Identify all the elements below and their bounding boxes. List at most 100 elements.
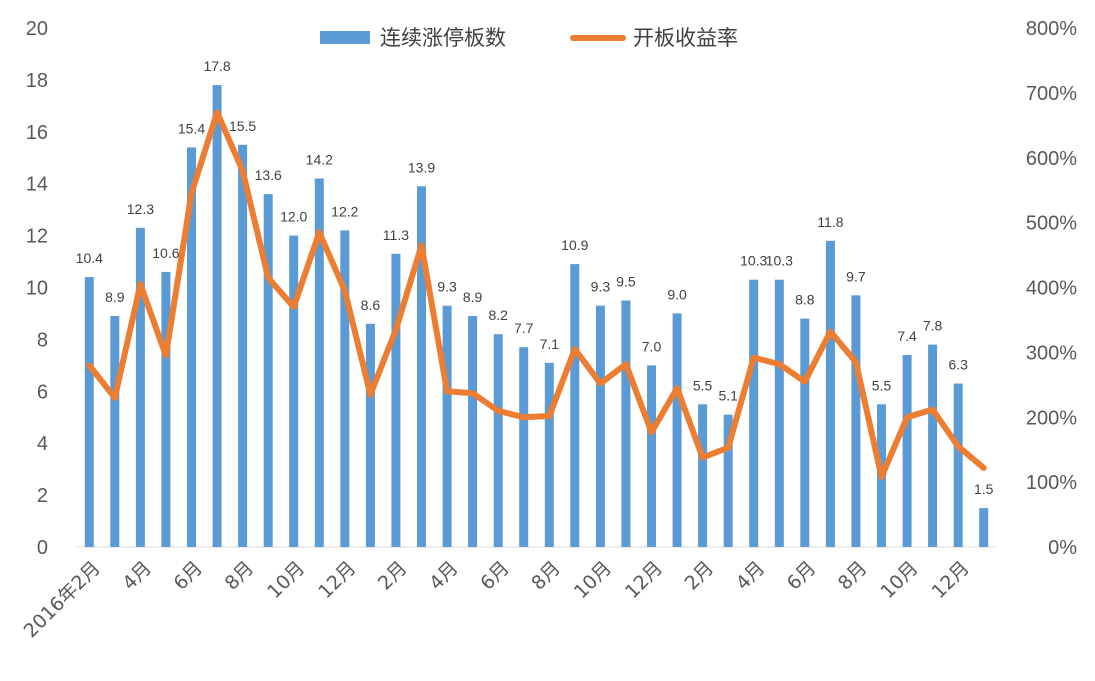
x-tick-label: 8月 <box>527 557 565 595</box>
bar-data-label: 10.4 <box>76 250 103 266</box>
bar <box>595 305 605 547</box>
bar-data-label: 10.3 <box>740 253 767 269</box>
bar <box>289 235 299 547</box>
bar-data-label: 8.9 <box>105 289 125 305</box>
y2-tick-label: 100% <box>1026 472 1077 494</box>
y-tick-label: 0 <box>37 537 48 559</box>
bar-data-label: 9.0 <box>667 286 687 302</box>
bar <box>544 362 554 547</box>
bar <box>519 347 529 547</box>
x-tick-label: 4月 <box>118 557 156 595</box>
bar-data-label: 12.2 <box>331 203 358 219</box>
bar <box>851 295 861 547</box>
y2-tick-label: 600% <box>1026 148 1077 170</box>
bar <box>468 316 478 547</box>
y2-tick-label: 300% <box>1026 342 1077 364</box>
bar-data-label: 8.8 <box>795 292 815 308</box>
x-tick-label: 8月 <box>834 557 872 595</box>
y-tick-label: 16 <box>26 122 48 144</box>
bar-data-label: 10.9 <box>561 237 588 253</box>
bar-data-label: 9.5 <box>616 274 636 290</box>
y-tick-label: 20 <box>26 18 48 40</box>
y-tick-label: 18 <box>26 70 48 92</box>
x-tick-label: 10月 <box>877 557 923 603</box>
bar <box>825 240 835 548</box>
bar-data-label: 11.8 <box>817 214 843 230</box>
bar-data-label: 7.8 <box>923 318 943 334</box>
bar <box>570 264 580 547</box>
bar-data-label: 7.4 <box>897 328 917 344</box>
bar <box>698 404 708 547</box>
y-tick-label: 4 <box>37 433 48 455</box>
x-tick-label: 12月 <box>314 557 360 603</box>
y2-tick-label: 500% <box>1026 213 1077 235</box>
bar-data-label: 15.5 <box>229 118 256 134</box>
y-axis-right: 0% 100% 200% 300% 400% 500% 600% 700% 800% <box>1026 18 1077 559</box>
bar <box>263 194 273 547</box>
bar <box>110 316 120 547</box>
bar-data-label: 8.6 <box>361 297 381 313</box>
bar <box>647 365 656 547</box>
bar-data-label: 11.3 <box>383 227 409 243</box>
bar-data-label: 5.5 <box>872 377 892 393</box>
bar-data-label: 8.9 <box>463 289 483 305</box>
y2-tick-label: 700% <box>1026 83 1077 105</box>
bar-data-label: 9.3 <box>437 279 457 295</box>
bar <box>314 178 324 547</box>
bar <box>672 313 682 547</box>
bar <box>442 305 452 547</box>
x-tick-label: 6月 <box>169 557 207 595</box>
x-tick-label: 12月 <box>928 557 974 603</box>
x-tick-label: 12月 <box>621 557 667 603</box>
bar-data-label: 14.2 <box>306 152 333 168</box>
y2-tick-label: 800% <box>1026 18 1077 40</box>
x-tick-label: 2月 <box>374 557 412 595</box>
bar <box>135 227 145 548</box>
bar <box>340 230 350 547</box>
bar <box>238 144 248 548</box>
y2-tick-label: 200% <box>1026 407 1077 429</box>
bar-data-label: 7.0 <box>642 338 662 354</box>
x-tick-label: 4月 <box>732 557 770 595</box>
bar-data-label: 7.1 <box>540 336 560 352</box>
bar-data-label: 12.3 <box>127 201 154 217</box>
bar-data-label: 10.6 <box>152 245 179 261</box>
bar <box>953 383 963 547</box>
legend-bar-swatch <box>320 31 370 44</box>
bar <box>161 271 171 547</box>
x-tick-label: 6月 <box>783 557 821 595</box>
y-tick-label: 14 <box>26 174 48 196</box>
x-tick-label: 10月 <box>570 557 616 603</box>
bar-data-label: 10.3 <box>766 253 793 269</box>
bar-data-label: 17.8 <box>203 58 230 74</box>
bar <box>365 323 375 547</box>
bar <box>749 279 759 547</box>
y2-tick-label: 400% <box>1026 278 1077 300</box>
data-label-layer: 10.4 8.9 12.3 10.6 15.4 17.8 15.5 13.6 12.0 14.2 1… <box>76 58 994 497</box>
bar-series-layer <box>84 85 989 548</box>
bar <box>417 186 426 548</box>
x-tick-label: 2016年2月 <box>20 557 105 642</box>
bar <box>391 253 401 548</box>
bar <box>493 334 503 547</box>
bar-data-label: 13.6 <box>255 167 282 183</box>
bar-data-label: 5.5 <box>693 377 713 393</box>
y-tick-label: 8 <box>37 329 48 351</box>
x-tick-label: 8月 <box>221 557 259 595</box>
x-axis-ticks: 2016年2月 4月 6月 8月 10月 12月 2月 4月 6月 8月 10月 12月 2月 4月 6月 8… <box>20 557 974 642</box>
bar <box>979 508 989 547</box>
bar-data-label: 8.2 <box>488 307 508 323</box>
bar <box>902 355 912 547</box>
bar <box>774 279 784 547</box>
bar-data-label: 1.5 <box>974 481 994 497</box>
y-tick-label: 10 <box>26 278 48 300</box>
legend: 连续涨停板数 开板收益率 <box>320 26 738 50</box>
bar <box>928 344 938 547</box>
bar-data-label: 12.0 <box>280 209 307 225</box>
y-tick-label: 2 <box>37 485 48 507</box>
bar <box>187 147 196 547</box>
y-tick-label: 12 <box>26 226 48 248</box>
bar-data-label: 7.7 <box>514 320 534 336</box>
